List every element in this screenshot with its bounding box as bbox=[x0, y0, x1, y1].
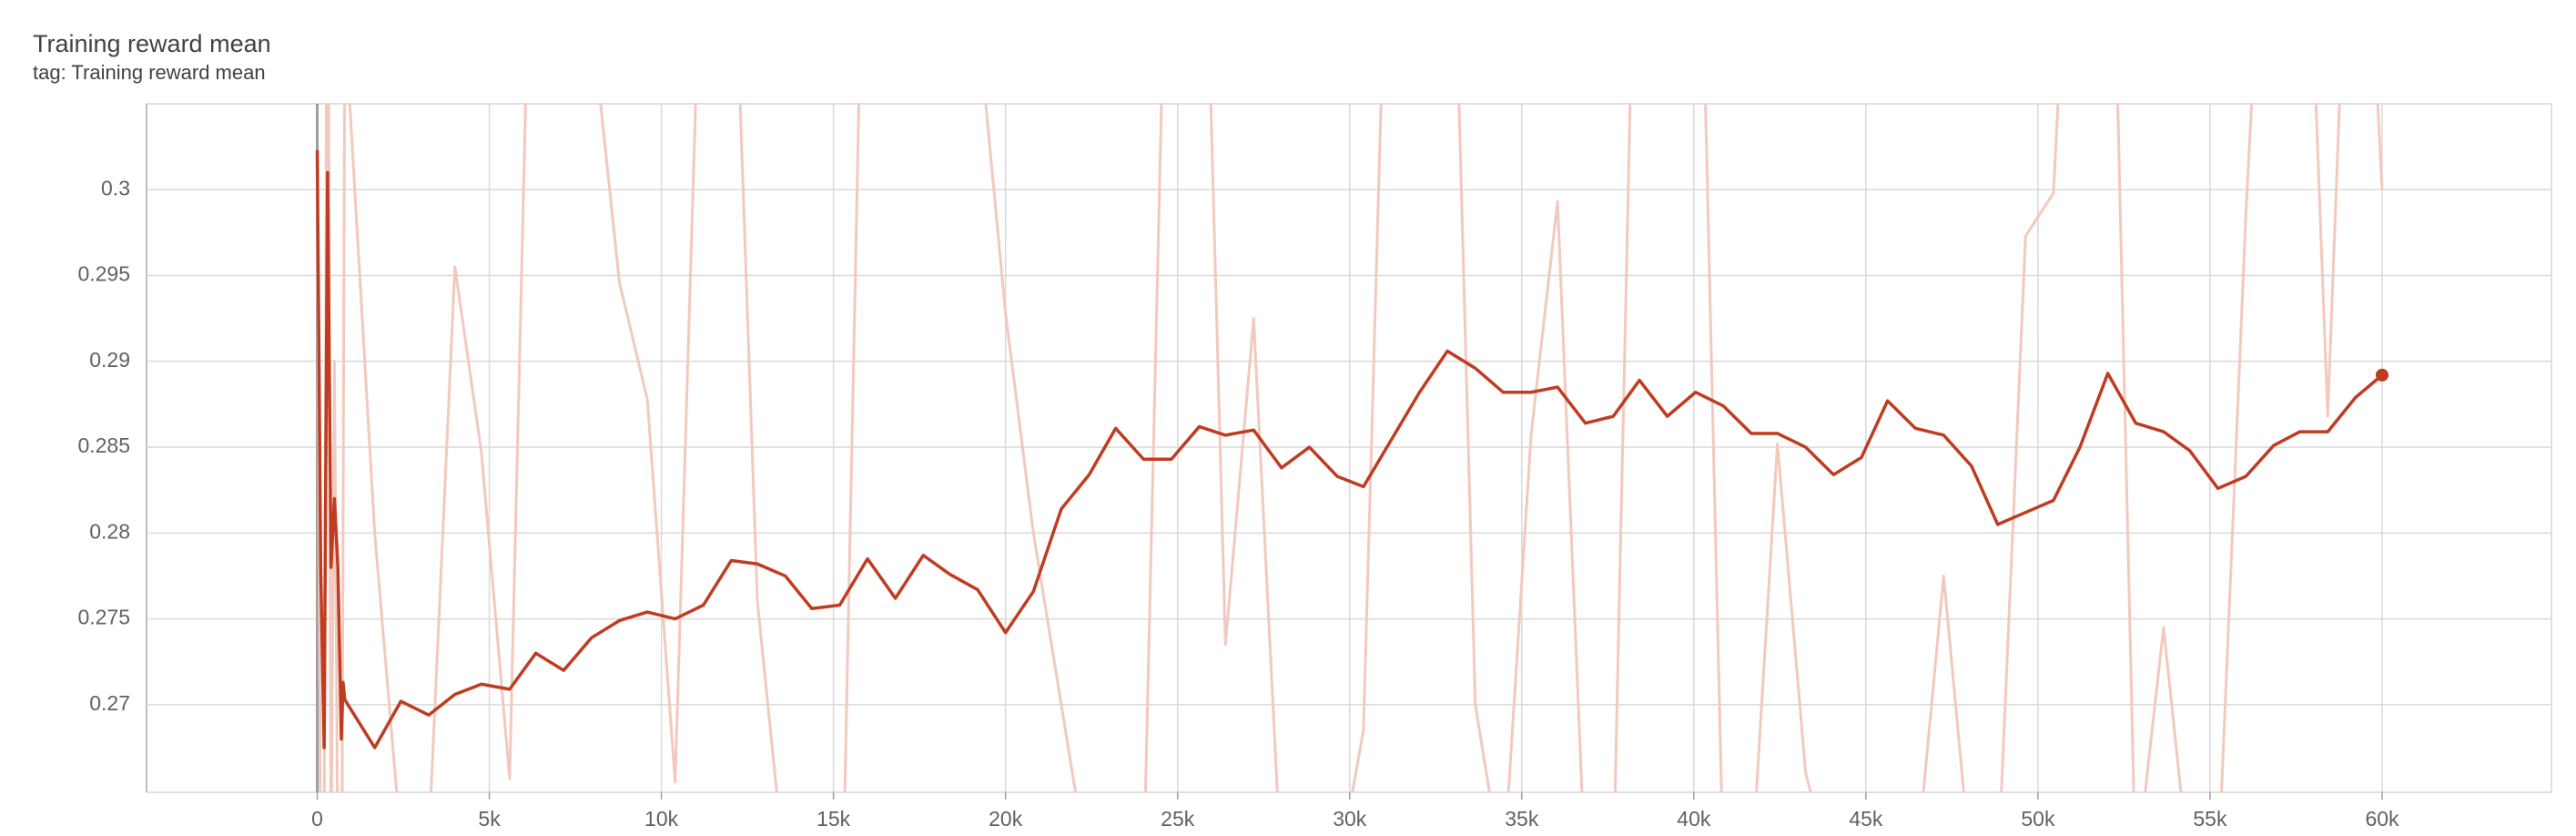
y-tick-label: 0.275 bbox=[77, 606, 130, 629]
x-tick-label: 50k bbox=[2021, 807, 2055, 831]
series-line bbox=[315, 149, 2384, 749]
end-point bbox=[2375, 368, 2388, 382]
x-tick-label: 45k bbox=[1849, 807, 1883, 831]
x-tick-label: 35k bbox=[1505, 807, 1539, 831]
x-tick-label: 10k bbox=[644, 807, 679, 831]
y-tick-label: 0.27 bbox=[89, 691, 130, 715]
y-tick-label: 0.29 bbox=[89, 348, 130, 372]
x-tick-label: 40k bbox=[1677, 807, 1711, 831]
chart-title: Training reward mean bbox=[33, 30, 271, 57]
x-tick-label: 15k bbox=[816, 807, 851, 831]
y-tick-label: 0.285 bbox=[77, 433, 130, 457]
x-tick-label: 0 bbox=[311, 807, 323, 831]
x-tick-label: 20k bbox=[989, 807, 1023, 831]
y-tick-label: 0.28 bbox=[89, 519, 130, 543]
plot-area bbox=[315, 104, 2388, 792]
x-tick-label: 30k bbox=[1333, 807, 1367, 831]
x-tick-label: 60k bbox=[2365, 807, 2399, 831]
x-tick-label: 55k bbox=[2193, 807, 2227, 831]
series-line bbox=[316, 104, 2384, 792]
y-tick-label: 0.295 bbox=[77, 262, 130, 286]
chart-subtitle: tag: Training reward mean bbox=[33, 61, 266, 84]
x-tick-label: 25k bbox=[1161, 807, 1195, 831]
x-tick-label: 5k bbox=[478, 807, 501, 831]
y-tick-label: 0.3 bbox=[101, 176, 130, 199]
